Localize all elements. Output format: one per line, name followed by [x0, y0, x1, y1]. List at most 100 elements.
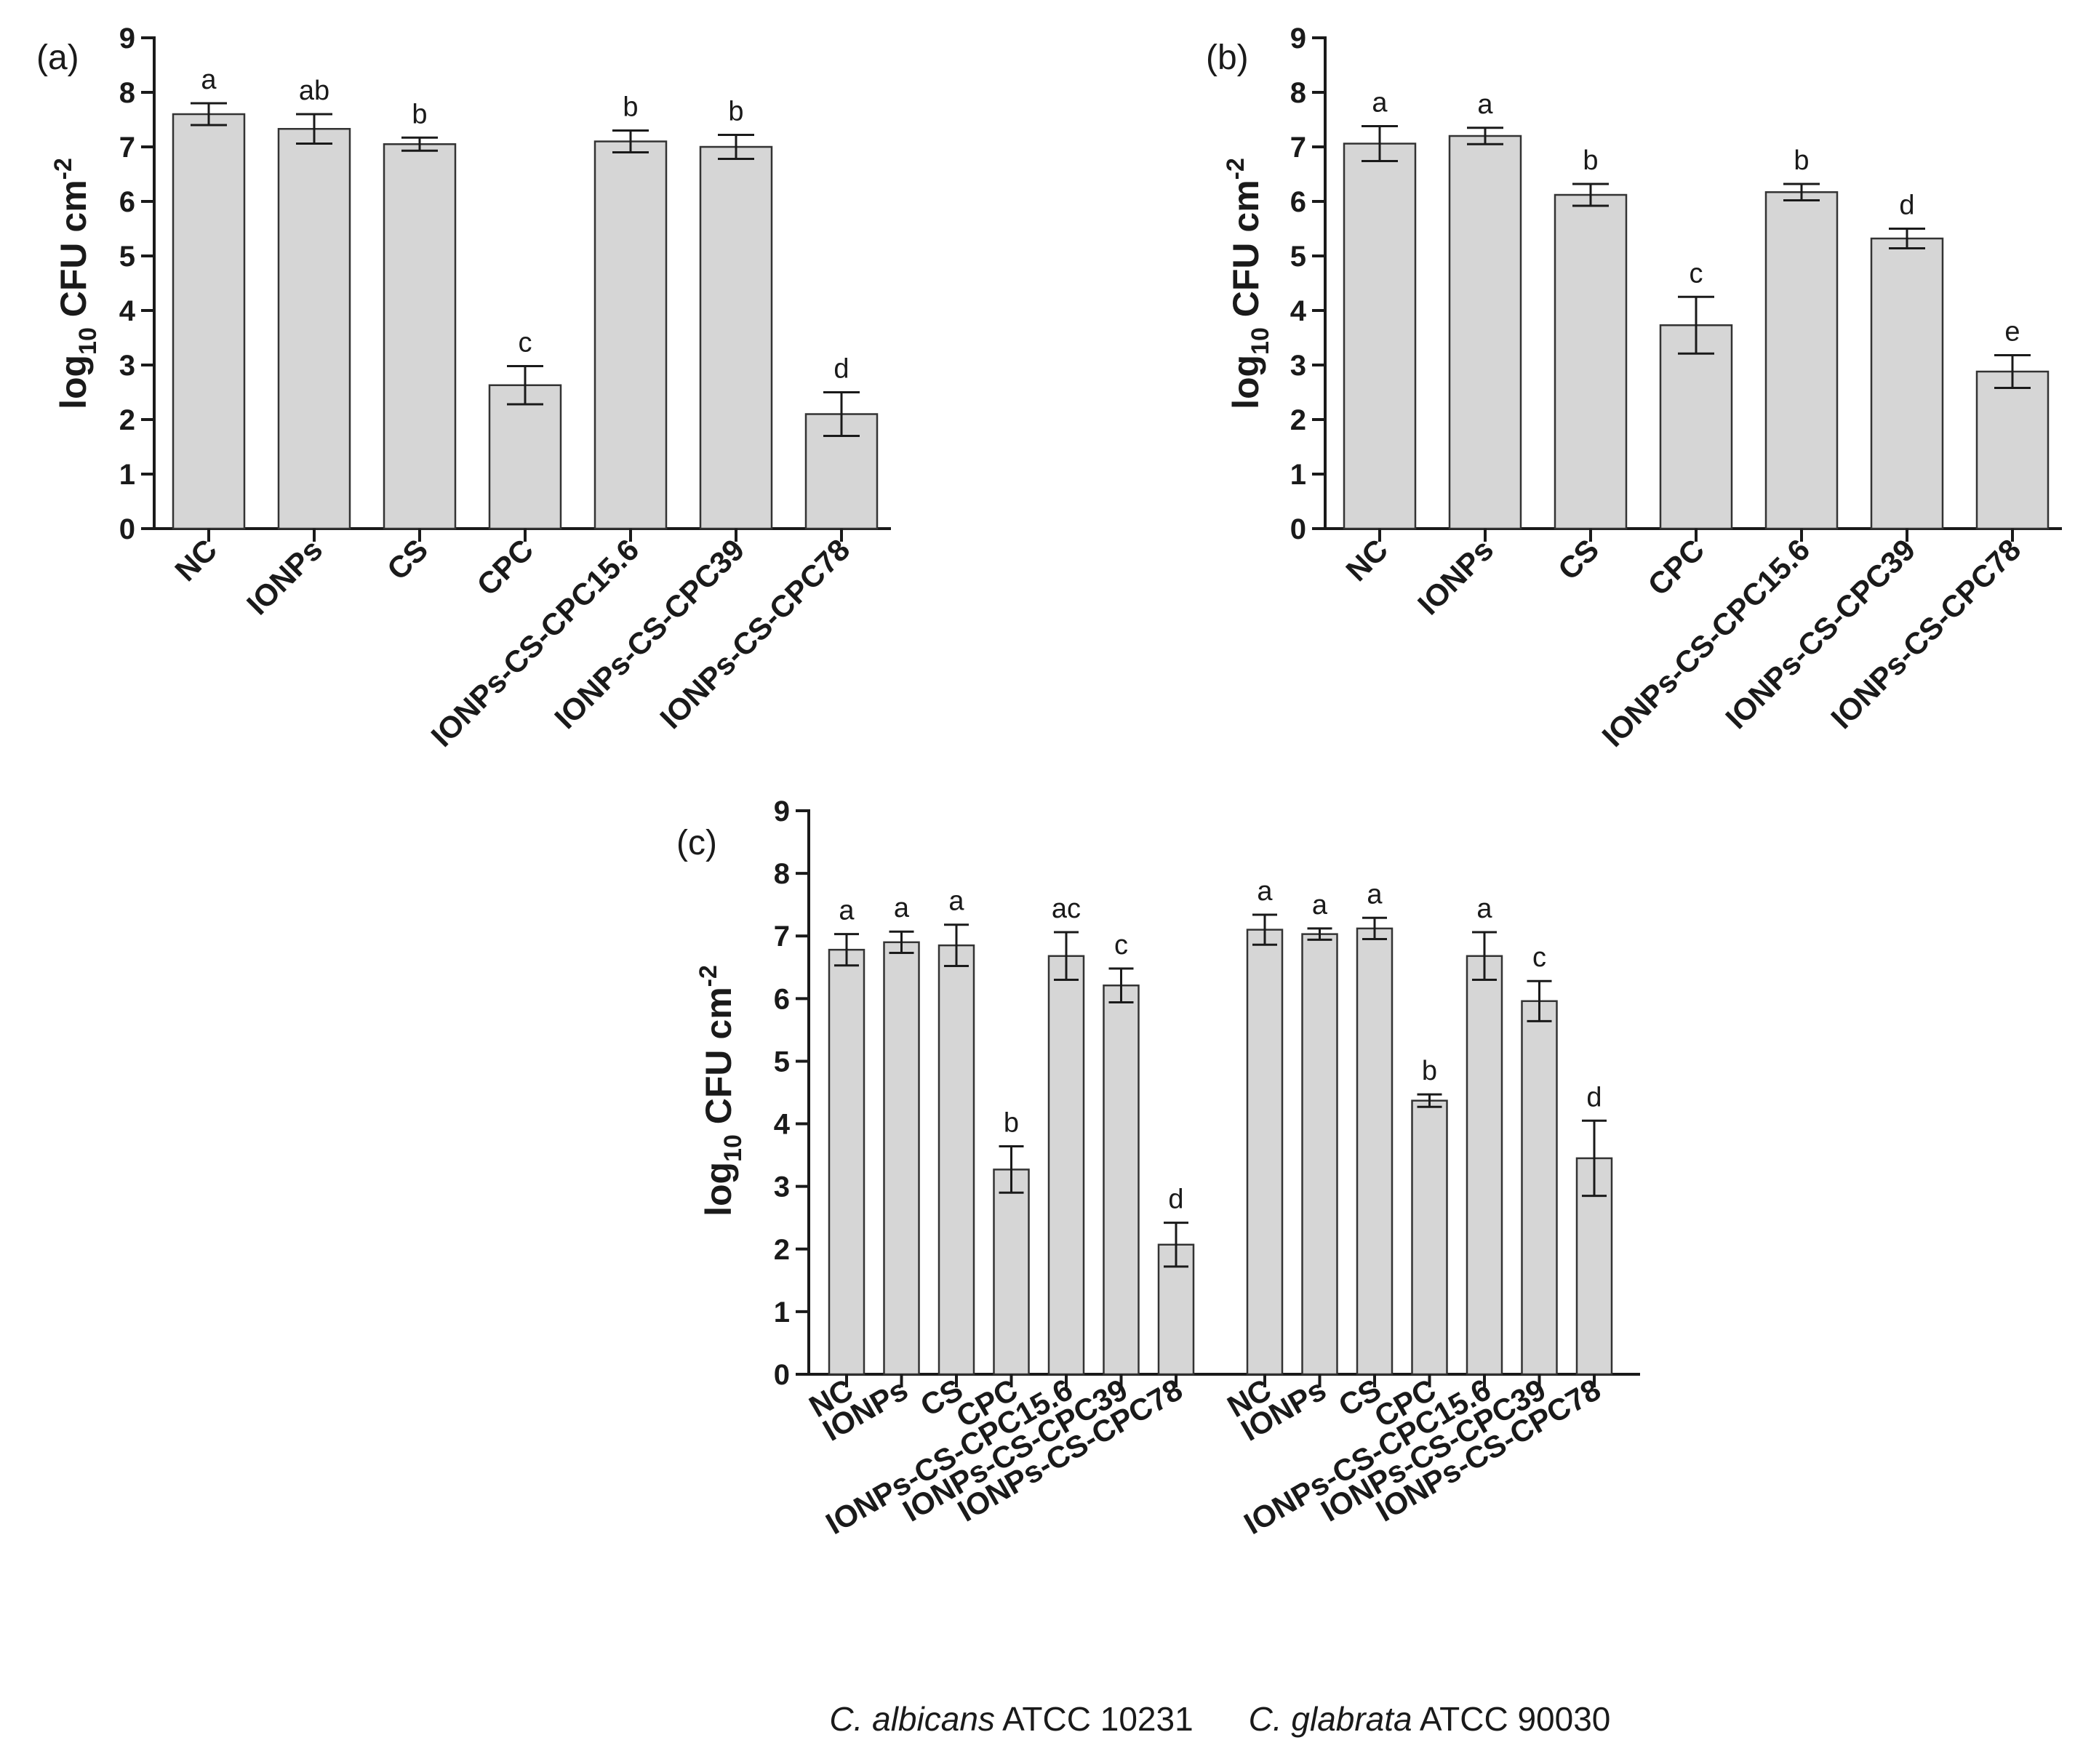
significance-letter: b — [623, 92, 638, 123]
y-tick-label: 2 — [1290, 404, 1306, 436]
significance-letter: d — [1899, 191, 1914, 221]
x-tick-label: IONPs — [240, 532, 329, 621]
y-axis-label: log10 CFU cm-2 — [695, 965, 747, 1216]
series-label: C. albicans ATCC 10231 — [829, 1700, 1193, 1738]
y-tick-label: 7 — [1290, 132, 1306, 164]
y-tick-label: 2 — [774, 1234, 790, 1266]
bar-nc — [1246, 929, 1284, 1376]
significance-letter: e — [2004, 317, 2020, 348]
significance-letter: c — [1114, 930, 1128, 961]
bar-cpc — [993, 1168, 1030, 1376]
y-tick-label: 4 — [774, 1109, 791, 1141]
bar-ionps-cs-cpc39 — [1521, 1000, 1558, 1376]
x-tick-label: IONPs — [1411, 532, 1500, 621]
bar-cpc — [1659, 324, 1733, 530]
significance-letter: a — [1477, 89, 1493, 120]
panel-label: (a) — [36, 39, 79, 77]
significance-letter: b — [1583, 145, 1598, 176]
significance-letter: b — [1794, 145, 1809, 176]
y-tick-label: 8 — [119, 77, 135, 109]
significance-letter: b — [728, 97, 743, 127]
y-tick-label: 1 — [774, 1296, 790, 1328]
significance-letter: b — [412, 99, 427, 129]
y-tick-label: 5 — [119, 241, 135, 273]
y-axis-label: log10 CFU cm-2 — [1222, 158, 1274, 409]
significance-letter: ac — [1052, 894, 1081, 924]
significance-letter: a — [948, 886, 964, 917]
y-tick-label: 3 — [774, 1171, 790, 1203]
x-tick-label: CPC — [470, 532, 540, 602]
bar-ionps — [277, 128, 351, 530]
bar-nc — [1343, 143, 1417, 530]
bar-ionps — [1301, 933, 1338, 1376]
y-tick-label: 7 — [119, 132, 135, 164]
bar-ionps-cs-cpc78 — [1975, 370, 2050, 530]
significance-letter: a — [1476, 894, 1492, 924]
y-tick-label: 3 — [1290, 350, 1306, 382]
bar-nc — [172, 113, 246, 530]
y-tick-label: 0 — [119, 513, 135, 545]
panel-label: (b) — [1206, 39, 1249, 77]
significance-letter: a — [1312, 890, 1328, 921]
significance-letter: a — [201, 65, 217, 95]
y-tick-label: 8 — [774, 858, 790, 890]
bar-nc — [828, 948, 865, 1376]
y-tick-label: 6 — [119, 186, 135, 218]
significance-letter: d — [1168, 1184, 1183, 1215]
bar-cs — [937, 944, 975, 1376]
y-tick-label: 5 — [1290, 241, 1306, 273]
significance-letter: d — [833, 354, 849, 385]
significance-letter: a — [839, 896, 855, 926]
y-tick-label: 2 — [119, 404, 135, 436]
significance-letter: a — [1372, 88, 1388, 119]
bar-ionps-cs-cpc39 — [699, 145, 773, 530]
significance-letter: a — [894, 893, 910, 923]
y-tick-label: 1 — [1290, 459, 1306, 491]
y-tick-label: 4 — [1290, 295, 1307, 327]
significance-letter: b — [1004, 1108, 1019, 1139]
y-tick-label: 6 — [1290, 186, 1306, 218]
chart-panel-a: (a) log10 CFU cm-2 0 1 2 3 4 5 6 7 8 9 a NC ab IONPs b CS… — [36, 23, 891, 753]
bar-ionps-cs-cpc39 — [1103, 985, 1140, 1376]
x-tick-label: IONPs-CS-CPC15.6 — [424, 532, 645, 753]
bar-ionps-cs-cpc39 — [1870, 237, 1944, 530]
bar-cpc — [1411, 1099, 1448, 1376]
y-tick-label: 3 — [119, 350, 135, 382]
bar-cs — [383, 143, 457, 530]
y-tick-label: 9 — [119, 23, 135, 55]
bar-ionps — [1448, 135, 1522, 530]
y-tick-label: 7 — [774, 921, 790, 953]
y-axis-label: log10 CFU cm-2 — [49, 158, 102, 409]
y-tick-label: 8 — [1290, 77, 1306, 109]
significance-letter: b — [1422, 1056, 1437, 1086]
x-tick-label: NC — [1339, 532, 1394, 588]
series-label: C. glabrata ATCC 90030 — [1249, 1700, 1611, 1738]
y-tick-label: 9 — [774, 795, 790, 827]
x-tick-label: CPC — [1641, 532, 1711, 602]
chart-panel-b: (b) log10 CFU cm-2 0 1 2 3 4 5 6 7 8 9 a NC a IONPs b CS c… — [1206, 23, 2062, 753]
significance-letter: a — [1367, 879, 1383, 910]
bar-ionps — [883, 941, 920, 1376]
significance-letter: c — [519, 328, 532, 358]
x-tick-label: IONPs-CS-CPC39 — [1719, 532, 1922, 735]
y-tick-label: 1 — [119, 459, 135, 491]
y-tick-label: 9 — [1290, 23, 1306, 55]
significance-letter: d — [1586, 1082, 1602, 1112]
x-tick-label: IONPs-CS-CPC78 — [653, 532, 856, 735]
bar-cpc — [488, 384, 562, 530]
significance-letter: a — [1257, 876, 1273, 907]
bar-ionps-cs-cpc15-6 — [593, 140, 668, 530]
significance-letter: c — [1690, 258, 1703, 289]
y-tick-label: 0 — [1290, 513, 1306, 545]
chart-panel-c: (c)log10 CFU cm-20123456789aNCaIONPsaCSb… — [676, 795, 1640, 1738]
significance-letter: ab — [299, 76, 329, 106]
x-tick-label: NC — [168, 532, 223, 588]
bar-ionps-cs-cpc15-6 — [1764, 191, 1839, 530]
x-tick-label: CS — [380, 532, 435, 587]
bar-cs — [1554, 193, 1628, 530]
panel-label: (c) — [676, 824, 717, 862]
bar-ionps-cs-cpc15-6 — [1466, 955, 1503, 1376]
significance-letter: c — [1532, 942, 1546, 973]
y-tick-label: 5 — [774, 1046, 790, 1078]
